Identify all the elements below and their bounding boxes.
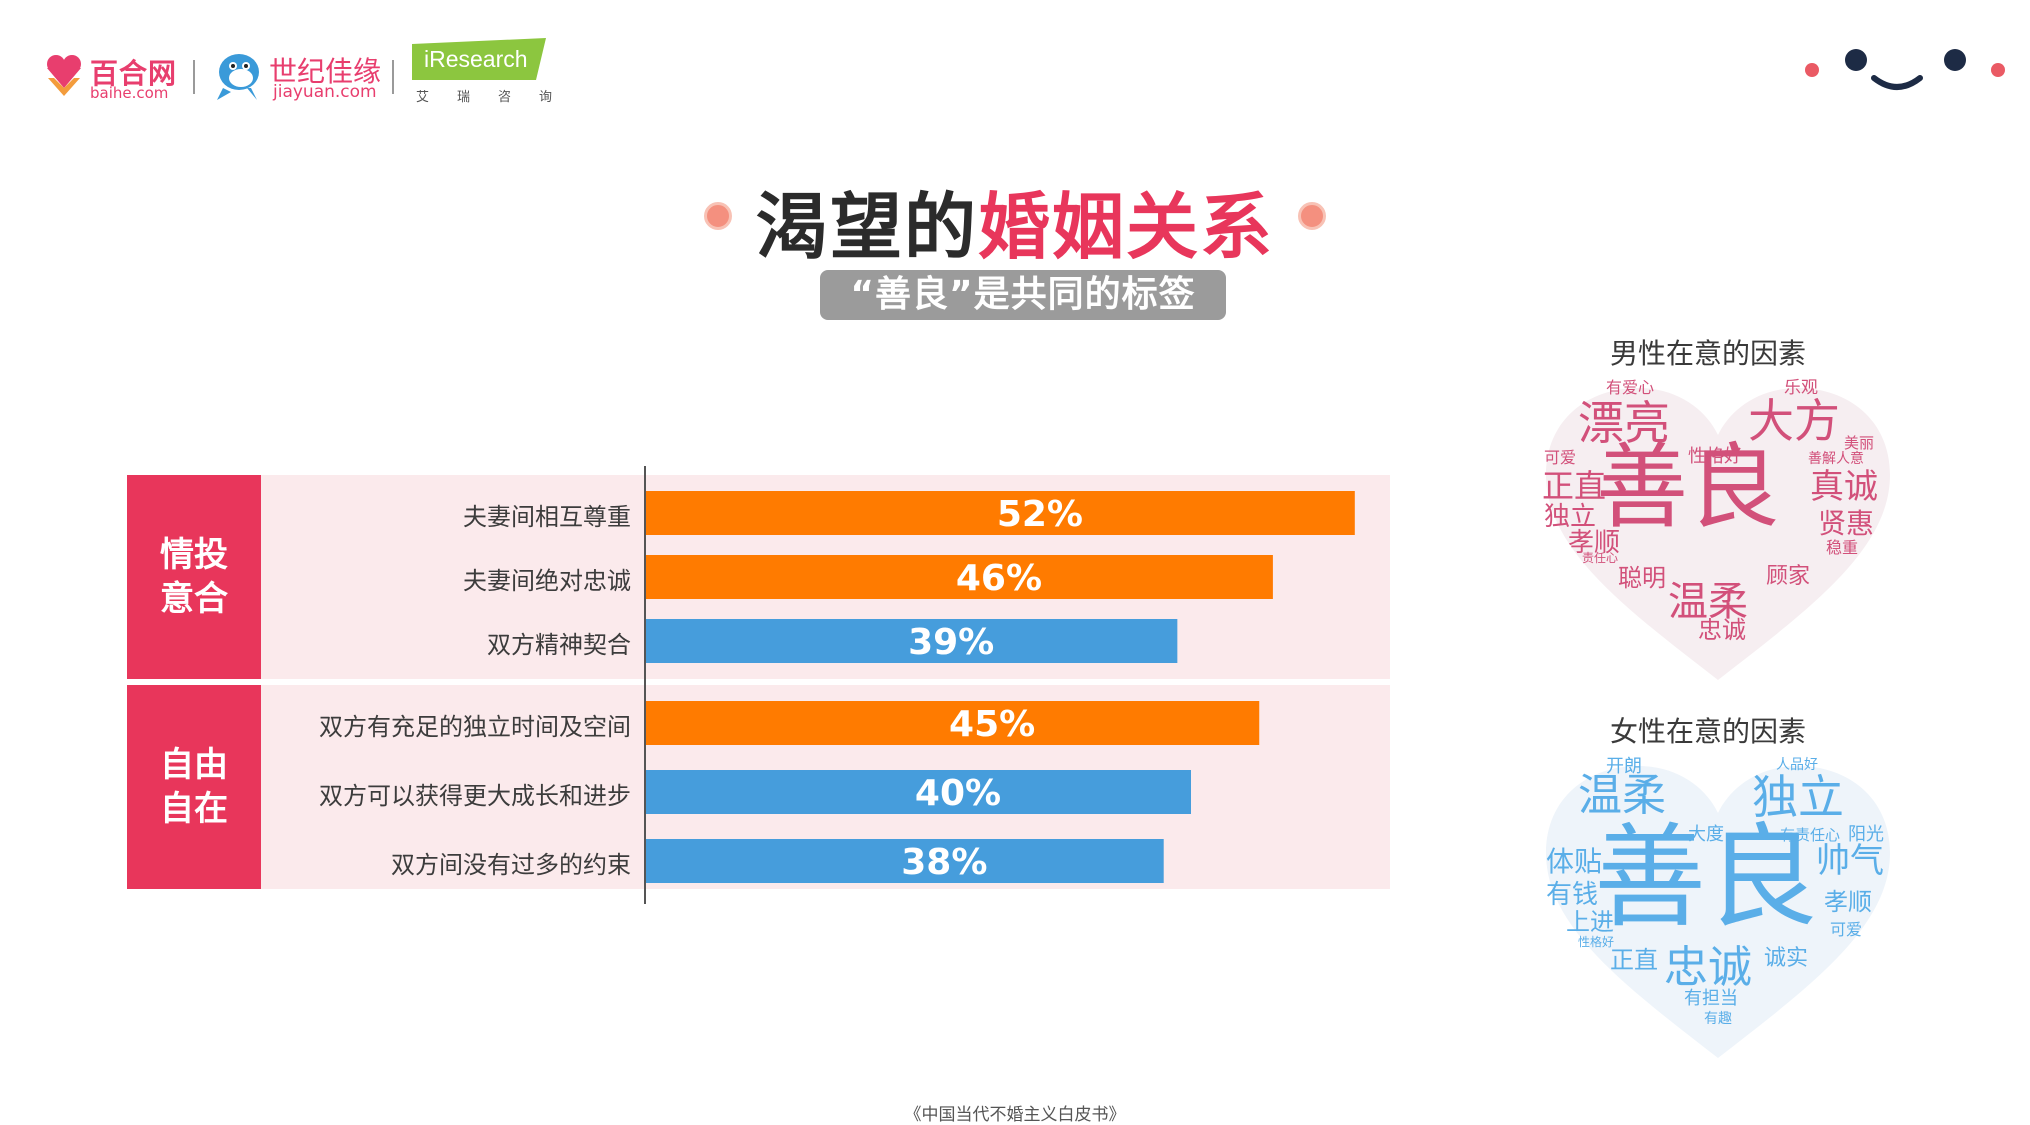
cloud-word: 独立 (1752, 770, 1844, 824)
category-label: 双方可以获得更大成长和进步 (319, 782, 631, 810)
group-tag (127, 475, 261, 679)
iresearch-brand: iResearch (424, 46, 528, 72)
category-label: 夫妻间绝对忠诚 (463, 567, 631, 595)
cloud-word: 有趣 (1704, 1011, 1732, 1027)
cloud-word: 温柔 (1668, 579, 1748, 625)
cloud-word: 有担当 (1684, 988, 1738, 1009)
category-label: 双方间没有过多的约束 (391, 851, 631, 879)
male-cloud-title: 男性在意的因素 (1609, 337, 1806, 370)
page-title-accent: 婚姻关系 (978, 185, 1275, 269)
bar (645, 619, 1178, 663)
page-title: 渴望的婚姻关系 (703, 168, 1327, 273)
cloud-word: 善良 (1596, 434, 1781, 541)
cloud-word: 开朗 (1606, 756, 1642, 777)
bar-value-label: 46% (956, 558, 1042, 599)
cloud-word: 有责任心 (1780, 826, 1841, 844)
cloud-word: 诚实 (1764, 946, 1809, 971)
cloud-word: 正直 (1610, 946, 1658, 974)
female-word-cloud: 善良 温柔 独立忠诚 帅气 体贴 有钱 上进 孝顺正直 诚实 大度 开朗 人品好有责任心 阳光可爱性格好… (1538, 758, 1898, 1068)
iresearch-logo: iResearch 艾瑞咨询 (412, 38, 562, 108)
cloud-word: 聪明 (1618, 564, 1666, 592)
cloud-word: 大度 (1688, 824, 1724, 845)
cloud-word: 漂亮 (1578, 396, 1670, 450)
heart-shape-icon (1546, 766, 1890, 1058)
cloud-word: 性格好 (1688, 446, 1742, 467)
cloud-word: 上进 (1566, 908, 1614, 936)
bar (645, 491, 1355, 535)
category-label: 双方有充足的独立时间及空间 (319, 713, 631, 741)
cloud-word: 有爱心 (1606, 378, 1655, 397)
male-word-cloud: 善良 漂亮 大方温柔 真诚 正直 独立 孝顺 贤惠聪明 顾家忠诚 有爱心 乐观美丽可爱 性格好 善解人意… (1538, 380, 1898, 690)
bar (645, 555, 1273, 599)
cloud-word: 乐观 (1784, 378, 1818, 398)
bar-value-label: 45% (949, 704, 1035, 745)
bar-value-label: 40% (915, 773, 1001, 814)
bar (645, 770, 1191, 814)
heart-shape-icon (1546, 388, 1890, 680)
cloud-word: 独立 (1544, 502, 1597, 532)
cloud-word: 可爱 (1544, 448, 1577, 467)
cloud-word: 真诚 (1810, 467, 1878, 507)
category-label: 双方精神契合 (487, 631, 631, 659)
cloud-word: 有钱 (1546, 880, 1599, 910)
cloud-word: 温柔 (1578, 770, 1666, 821)
page-subtitle: “善良”是共同的标签 (820, 270, 1226, 320)
category-label: 夫妻间相互尊重 (463, 503, 631, 531)
cloud-word: 美丽 (1844, 434, 1875, 452)
logo-divider (193, 60, 195, 94)
cloud-word: 人品好 (1776, 757, 1818, 773)
group-tag (127, 685, 261, 889)
smiley-face-icon (1805, 49, 2005, 90)
cloud-word: 帅气 (1816, 841, 1884, 881)
cloud-word: 稳重 (1826, 538, 1859, 557)
bar-value-label: 39% (908, 622, 994, 663)
cloud-word: 贤惠 (1818, 507, 1875, 540)
iresearch-badge-icon (412, 38, 546, 80)
cloud-word: 顾家 (1766, 564, 1811, 589)
cloud-word: 体贴 (1546, 845, 1603, 878)
jiayuan-logo: 世纪佳缘 jiayuan.com (213, 48, 388, 110)
cloud-word: 孝顺 (1568, 528, 1621, 558)
logo-divider (392, 60, 394, 94)
jiayuan-brand: 世纪佳缘 (269, 55, 382, 88)
bar (645, 701, 1260, 745)
group-label: 自由 自在 (160, 745, 228, 829)
iresearch-cn: 艾瑞咨询 (416, 90, 581, 105)
jiayuan-url: jiayuan.com (273, 82, 377, 102)
cloud-word: 忠诚 (1664, 942, 1752, 993)
cloud-word: 阳光 (1848, 824, 1884, 845)
baihe-url: baihe.com (90, 84, 169, 102)
bar-value-label: 52% (997, 494, 1083, 535)
baihe-logo: 百合网 baihe.com (44, 50, 179, 110)
cloud-word: 善解人意 (1808, 451, 1864, 467)
title-left-dot (703, 202, 732, 230)
cloud-word: 大方 (1748, 394, 1840, 448)
cloud-word: 可爱 (1830, 920, 1863, 939)
heart-logo-icon (47, 55, 81, 96)
page-title-wrap: 渴望的婚姻关系 (0, 168, 2030, 273)
source-footer: 《中国当代不婚主义白皮书》 (904, 1105, 1126, 1125)
cloud-word: 责任心 (1582, 551, 1619, 565)
title-right-dot (1298, 202, 1327, 230)
dolphin-mascot-icon (217, 54, 259, 100)
page-title-main: 渴望的 (755, 185, 978, 269)
baihe-brand: 百合网 (90, 57, 178, 90)
cloud-word: 性格好 (1578, 935, 1615, 949)
cloud-word: 忠诚 (1698, 616, 1746, 644)
cloud-word: 孝顺 (1824, 888, 1872, 916)
female-cloud-title: 女性在意的因素 (1609, 715, 1806, 748)
group-label: 情投 意合 (160, 535, 228, 619)
cloud-word: 正直 (1542, 467, 1607, 505)
cloud-word: 善良 (1594, 813, 1818, 943)
bar (645, 839, 1164, 883)
bar-value-label: 38% (901, 842, 987, 883)
